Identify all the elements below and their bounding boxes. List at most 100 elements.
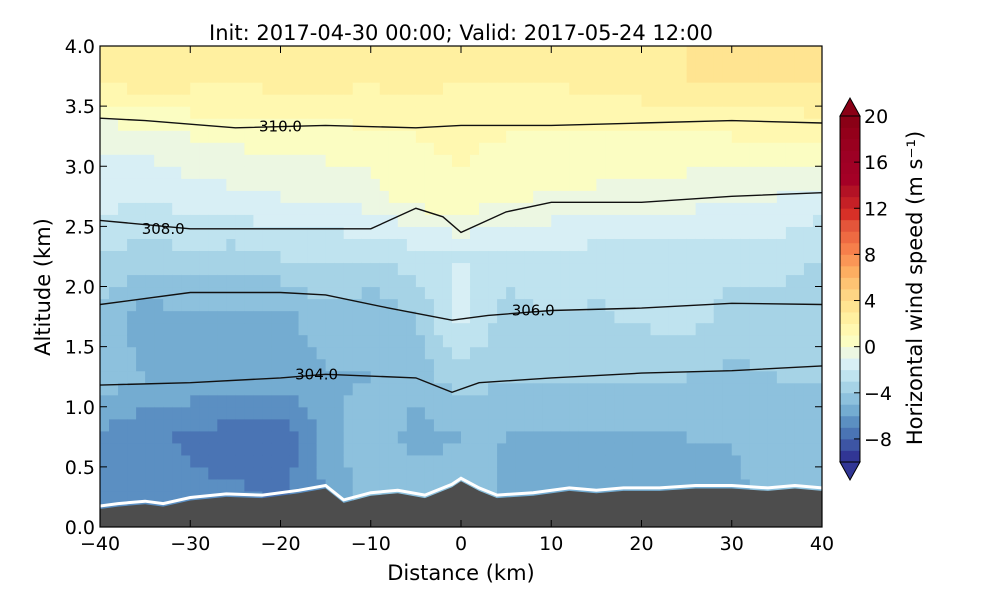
- heatmap-cell: [605, 130, 616, 143]
- heatmap-cell: [488, 394, 498, 408]
- heatmap-cell: [560, 334, 570, 348]
- heatmap-cell: [352, 214, 363, 227]
- heatmap-cell: [433, 454, 444, 468]
- heatmap-cell: [289, 478, 300, 492]
- heatmap-cell: [749, 226, 760, 239]
- heatmap-cell: [497, 202, 507, 215]
- heatmap-cell: [307, 298, 318, 312]
- heatmap-cell: [659, 274, 670, 288]
- heatmap-cell: [163, 334, 173, 348]
- heatmap-cell: [641, 46, 652, 59]
- heatmap-cell: [803, 190, 814, 203]
- heatmap-cell: [641, 274, 652, 288]
- x-tick-label: 10: [539, 533, 563, 555]
- heatmap-cell: [208, 190, 218, 203]
- heatmap-cell: [415, 466, 426, 480]
- heatmap-cell: [217, 178, 227, 191]
- heatmap-cell: [325, 238, 336, 252]
- heatmap-cell: [677, 370, 688, 384]
- heatmap-cell: [704, 94, 715, 107]
- heatmap-cell: [262, 418, 273, 432]
- heatmap-cell: [479, 322, 489, 336]
- heatmap-cell: [298, 58, 309, 71]
- heatmap-cell: [289, 466, 300, 480]
- heatmap-cell: [542, 70, 552, 83]
- heatmap-cell: [253, 418, 264, 432]
- heatmap-cell: [758, 202, 769, 215]
- heatmap-cell: [127, 58, 137, 71]
- heatmap-cell: [253, 118, 264, 131]
- heatmap-cell: [298, 406, 309, 420]
- heatmap-cell: [244, 346, 255, 360]
- heatmap-cell: [145, 166, 155, 179]
- heatmap-cell: [298, 466, 309, 480]
- heatmap-cell: [749, 346, 760, 360]
- heatmap-cell: [749, 202, 760, 215]
- heatmap-cell: [154, 58, 164, 71]
- heatmap-cell: [596, 274, 606, 288]
- heatmap-cell: [695, 190, 706, 203]
- heatmap-cell: [451, 334, 462, 348]
- heatmap-cell: [533, 310, 543, 324]
- heatmap-cell: [578, 310, 588, 324]
- heatmap-cell: [307, 382, 318, 396]
- heatmap-cell: [695, 334, 706, 348]
- heatmap-cell: [406, 334, 417, 348]
- heatmap-cell: [109, 322, 119, 336]
- heatmap-cell: [668, 238, 679, 252]
- heatmap-cell: [641, 250, 652, 264]
- heatmap-cell: [614, 58, 625, 71]
- heatmap-cell: [560, 274, 570, 288]
- heatmap-cell: [794, 262, 805, 276]
- heatmap-cell: [479, 394, 489, 408]
- heatmap-cell: [668, 346, 679, 360]
- heatmap-cell: [470, 418, 480, 432]
- heatmap-cell: [668, 274, 679, 288]
- heatmap-cell: [199, 334, 209, 348]
- heatmap-cell: [244, 178, 255, 191]
- heatmap-cell: [515, 70, 525, 83]
- heatmap-cell: [280, 274, 291, 288]
- heatmap-cell: [280, 250, 291, 264]
- heatmap-cell: [298, 382, 309, 396]
- heatmap-cell: [289, 418, 300, 432]
- heatmap-cell: [190, 406, 200, 420]
- heatmap-cell: [154, 430, 164, 444]
- heatmap-cell: [551, 250, 561, 264]
- heatmap-cell: [749, 154, 760, 167]
- heatmap-cell: [632, 430, 643, 444]
- heatmap-cell: [379, 478, 390, 492]
- heatmap-cell: [109, 382, 119, 396]
- heatmap-cell: [659, 454, 670, 468]
- heatmap-cell: [713, 286, 724, 300]
- heatmap-cell: [145, 70, 155, 83]
- heatmap-cell: [109, 298, 119, 312]
- heatmap-cell: [145, 418, 155, 432]
- heatmap-cell: [650, 406, 661, 420]
- heatmap-cell: [451, 430, 462, 444]
- heatmap-cell: [325, 298, 336, 312]
- heatmap-cell: [280, 298, 291, 312]
- heatmap-cell: [406, 274, 417, 288]
- heatmap-cell: [388, 454, 399, 468]
- heatmap-cell: [596, 142, 606, 155]
- heatmap-cell: [497, 382, 507, 396]
- heatmap-cell: [217, 142, 227, 155]
- heatmap-cell: [379, 262, 390, 276]
- heatmap-cell: [551, 454, 561, 468]
- heatmap-cell: [524, 238, 534, 252]
- heatmap-cell: [280, 430, 291, 444]
- heatmap-cell: [352, 478, 363, 492]
- heatmap-cell: [298, 46, 309, 59]
- heatmap-cell: [118, 490, 128, 504]
- heatmap-cell: [406, 310, 417, 324]
- heatmap-cell: [605, 370, 616, 384]
- heatmap-cell: [668, 262, 679, 276]
- heatmap-cell: [388, 214, 399, 227]
- heatmap-cell: [316, 394, 327, 408]
- heatmap-cell: [109, 310, 119, 324]
- heatmap-cell: [803, 166, 814, 179]
- heatmap-cell: [154, 202, 164, 215]
- heatmap-cell: [325, 166, 336, 179]
- heatmap-cell: [542, 166, 552, 179]
